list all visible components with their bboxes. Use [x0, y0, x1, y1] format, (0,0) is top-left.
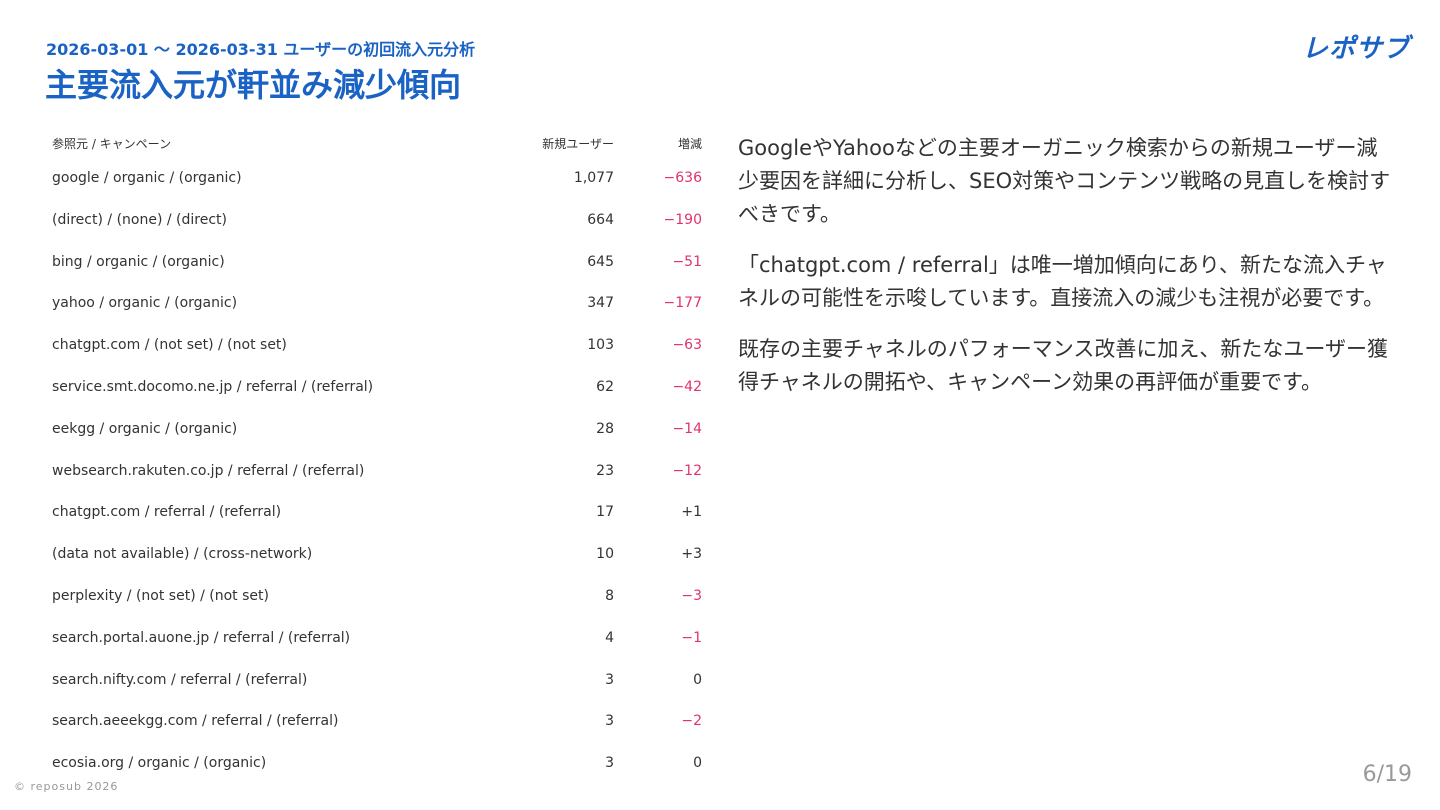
source: (direct) / (none) / (direct): [52, 211, 227, 228]
column-header: 参照元 / キャンペーン: [52, 137, 172, 151]
change: −63: [672, 337, 702, 354]
users: 23: [596, 462, 614, 479]
change: −3: [681, 588, 702, 604]
source: service.smt.docomo.ne.jp / referral / (r…: [52, 379, 374, 395]
source: websearch.rakuten.co.jp / referral / (re…: [52, 462, 365, 479]
users: 8: [605, 588, 614, 604]
source: search.nifty.com / referral / (referral): [52, 671, 308, 688]
change: −1: [681, 629, 702, 646]
users: 664: [587, 211, 614, 228]
change: −177: [663, 295, 702, 312]
change: −12: [672, 462, 702, 479]
users: 17: [596, 504, 614, 521]
users: 3: [605, 755, 614, 772]
notes: GoogleやYahooなどの主要オーガニック検索からの新規ユーザー減少要因を詳…: [738, 132, 1393, 417]
change: −42: [672, 379, 702, 395]
change: 0: [693, 671, 702, 688]
source: bing / organic / (organic): [52, 253, 225, 270]
users: 3: [605, 713, 614, 730]
users: 645: [587, 253, 614, 270]
users: 1,077: [573, 170, 614, 186]
subtitle: 2026-03-01 〜 2026-03-31 ユーザーの初回流入元分析: [46, 40, 476, 59]
note: 既存の主要チャネルのパフォーマンス改善に加え、新たなユーザー獲得チャネルの開拓や…: [738, 337, 1388, 394]
change: −2: [681, 713, 702, 730]
change: −14: [672, 420, 702, 437]
change: +1: [681, 504, 702, 521]
users: 28: [596, 420, 614, 437]
page-number: 6/19: [1362, 762, 1412, 787]
note: 「chatgpt.com / referral」は唯一増加傾向にあり、新たな流入…: [738, 253, 1387, 310]
users: 62: [596, 379, 614, 395]
change: −51: [672, 253, 702, 270]
source: google / organic / (organic): [52, 170, 242, 186]
change: +3: [681, 546, 702, 563]
source: search.portal.auone.jp / referral / (ref…: [52, 629, 351, 646]
source: yahoo / organic / (organic): [52, 295, 238, 312]
copyright: © reposub 2026: [14, 780, 119, 793]
note: GoogleやYahooなどの主要オーガニック検索からの新規ユーザー減少要因を詳…: [738, 136, 1391, 226]
users: 347: [587, 295, 614, 312]
title: 主要流入元が軒並み減少傾向: [45, 66, 462, 104]
change: 0: [693, 755, 702, 772]
change: −190: [663, 211, 702, 228]
column-header: 新規ユーザー: [542, 137, 614, 151]
source: (data not available) / (cross-network): [52, 546, 313, 563]
source: eekgg / organic / (organic): [52, 420, 238, 437]
column-header: 増減: [677, 137, 702, 151]
users: 3: [605, 671, 614, 688]
source: ecosia.org / organic / (organic): [52, 755, 267, 772]
change: −636: [663, 170, 702, 186]
users: 10: [596, 546, 614, 563]
source: chatgpt.com / (not set) / (not set): [52, 337, 287, 354]
source: search.aeeekgg.com / referral / (referra…: [52, 713, 339, 730]
users: 4: [605, 629, 614, 646]
users: 103: [587, 337, 614, 354]
source: perplexity / (not set) / (not set): [52, 588, 269, 604]
logo: レポサブ: [1301, 34, 1410, 64]
source: chatgpt.com / referral / (referral): [52, 504, 282, 521]
